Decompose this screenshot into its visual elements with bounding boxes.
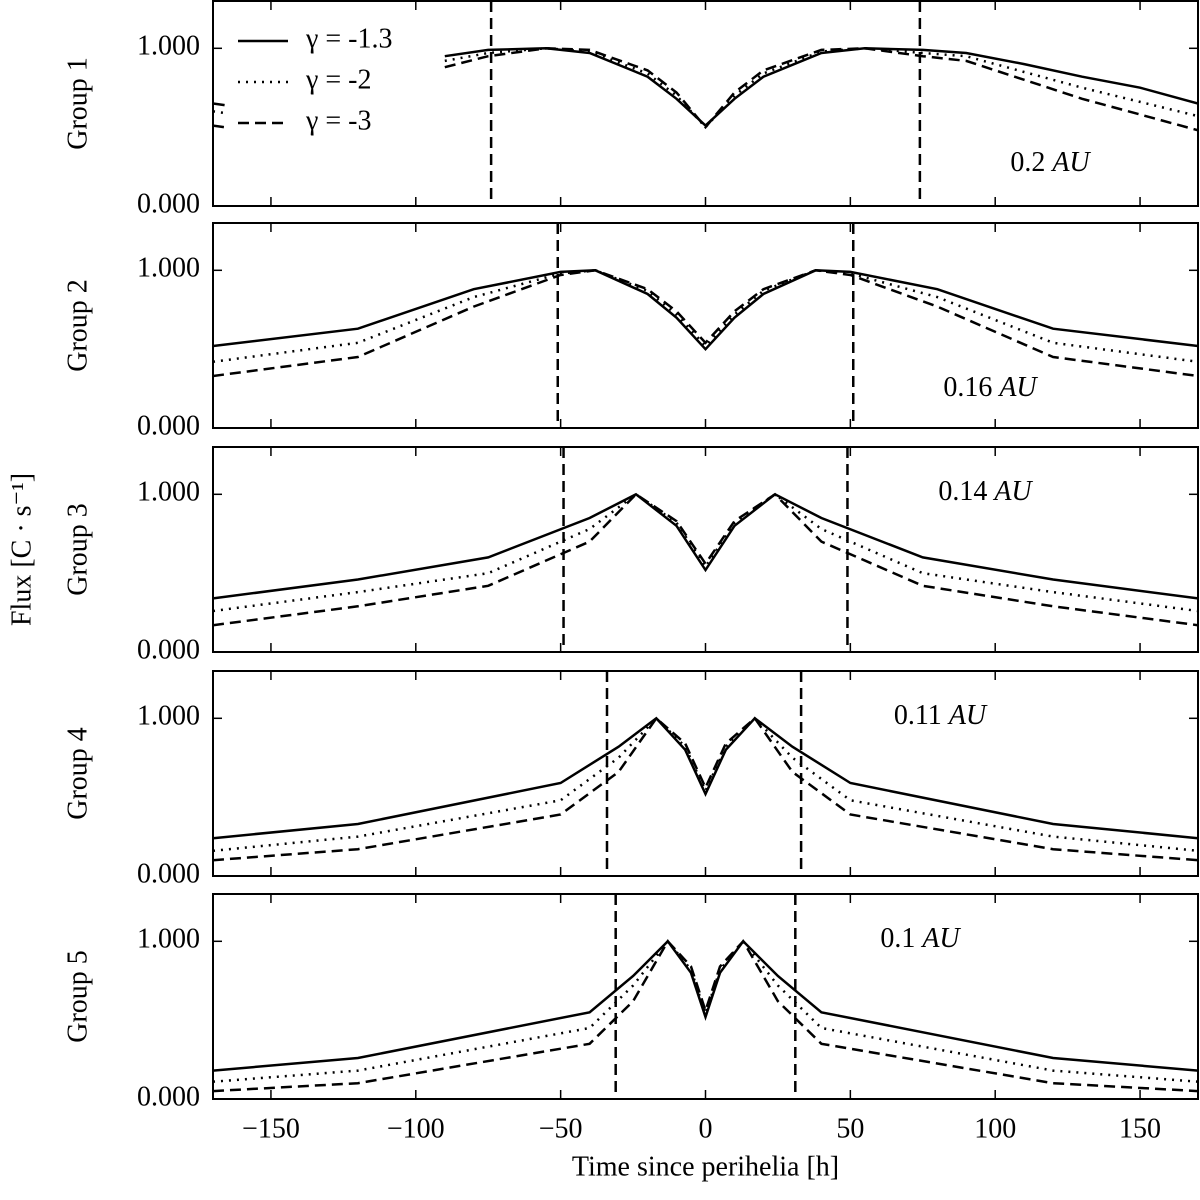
x-tick-label: 0: [699, 1113, 713, 1144]
y-tick-label: 1.000: [137, 924, 200, 955]
legend-label: γ = -3: [305, 105, 372, 136]
plot-frame: [212, 446, 1199, 653]
x-tick-label: 100: [974, 1113, 1016, 1144]
series-line: [213, 716, 1198, 853]
panel-ylabel: Group 2: [62, 279, 93, 372]
series-line: [213, 47, 1198, 130]
annotation-unit: AU: [992, 476, 1033, 507]
x-tick-label: −100: [387, 1113, 445, 1144]
x-tick-label: 150: [1119, 1113, 1161, 1144]
y-tick-label: 0.000: [137, 188, 200, 219]
annotation-value: 0.14: [938, 476, 987, 507]
x-axis-label: Time since perihelia [h]: [572, 1151, 839, 1182]
x-tick-label: −50: [539, 1113, 583, 1144]
x-tick-label: 50: [836, 1113, 864, 1144]
plot-frame: [212, 893, 1199, 1100]
y-tick-label: 1.000: [137, 701, 200, 732]
y-axis-label: Flux [C · s⁻¹]: [6, 473, 37, 626]
annotation-unit: AU: [947, 700, 988, 731]
annotation: 0.16 AU: [943, 372, 1038, 403]
plot-frame: [212, 222, 1199, 429]
annotation: 0.1 AU: [880, 923, 961, 954]
series-line: [213, 939, 1198, 1072]
annotation-value: 0.1: [880, 923, 915, 954]
series-line: [213, 269, 1198, 378]
y-tick-label: 0.000: [137, 1081, 200, 1112]
x-tick-label: −150: [242, 1113, 300, 1144]
series-line: [213, 492, 1198, 613]
annotation: 0.14 AU: [938, 476, 1033, 507]
series-line: [213, 939, 1198, 1083]
series-line: [213, 492, 1198, 600]
annotation-unit: AU: [1050, 147, 1091, 178]
panel-ylabel: Group 1: [62, 57, 93, 150]
series-line: [213, 47, 1198, 132]
annotation-unit: AU: [920, 923, 961, 954]
series-line: [213, 939, 1198, 1093]
annotation-unit: AU: [997, 372, 1038, 403]
y-tick-label: 1.000: [137, 31, 200, 62]
panel-ylabel: Group 3: [62, 503, 93, 596]
y-tick-label: 1.000: [137, 477, 200, 508]
annotation-value: 0.16: [943, 372, 992, 403]
annotation-value: 0.11: [894, 700, 942, 731]
series-line: [213, 269, 1198, 352]
annotation: 0.2 AU: [1010, 147, 1091, 178]
plot-frame: [212, 0, 1199, 207]
y-tick-label: 0.000: [137, 858, 200, 889]
panel-ylabel: Group 4: [62, 727, 93, 820]
panel-ylabel: Group 5: [62, 950, 93, 1043]
series-line: [213, 492, 1198, 627]
series-line: [213, 47, 1198, 128]
legend-label: γ = -2: [305, 64, 372, 95]
y-tick-label: 1.000: [137, 253, 200, 284]
annotation: 0.11 AU: [894, 700, 988, 731]
legend-label: γ = -1.3: [305, 23, 393, 54]
series-line: [213, 716, 1198, 862]
y-tick-label: 0.000: [137, 410, 200, 441]
annotation-value: 0.2: [1010, 147, 1045, 178]
series-line: [213, 716, 1198, 840]
y-tick-label: 0.000: [137, 634, 200, 665]
plot-frame: [212, 670, 1199, 877]
